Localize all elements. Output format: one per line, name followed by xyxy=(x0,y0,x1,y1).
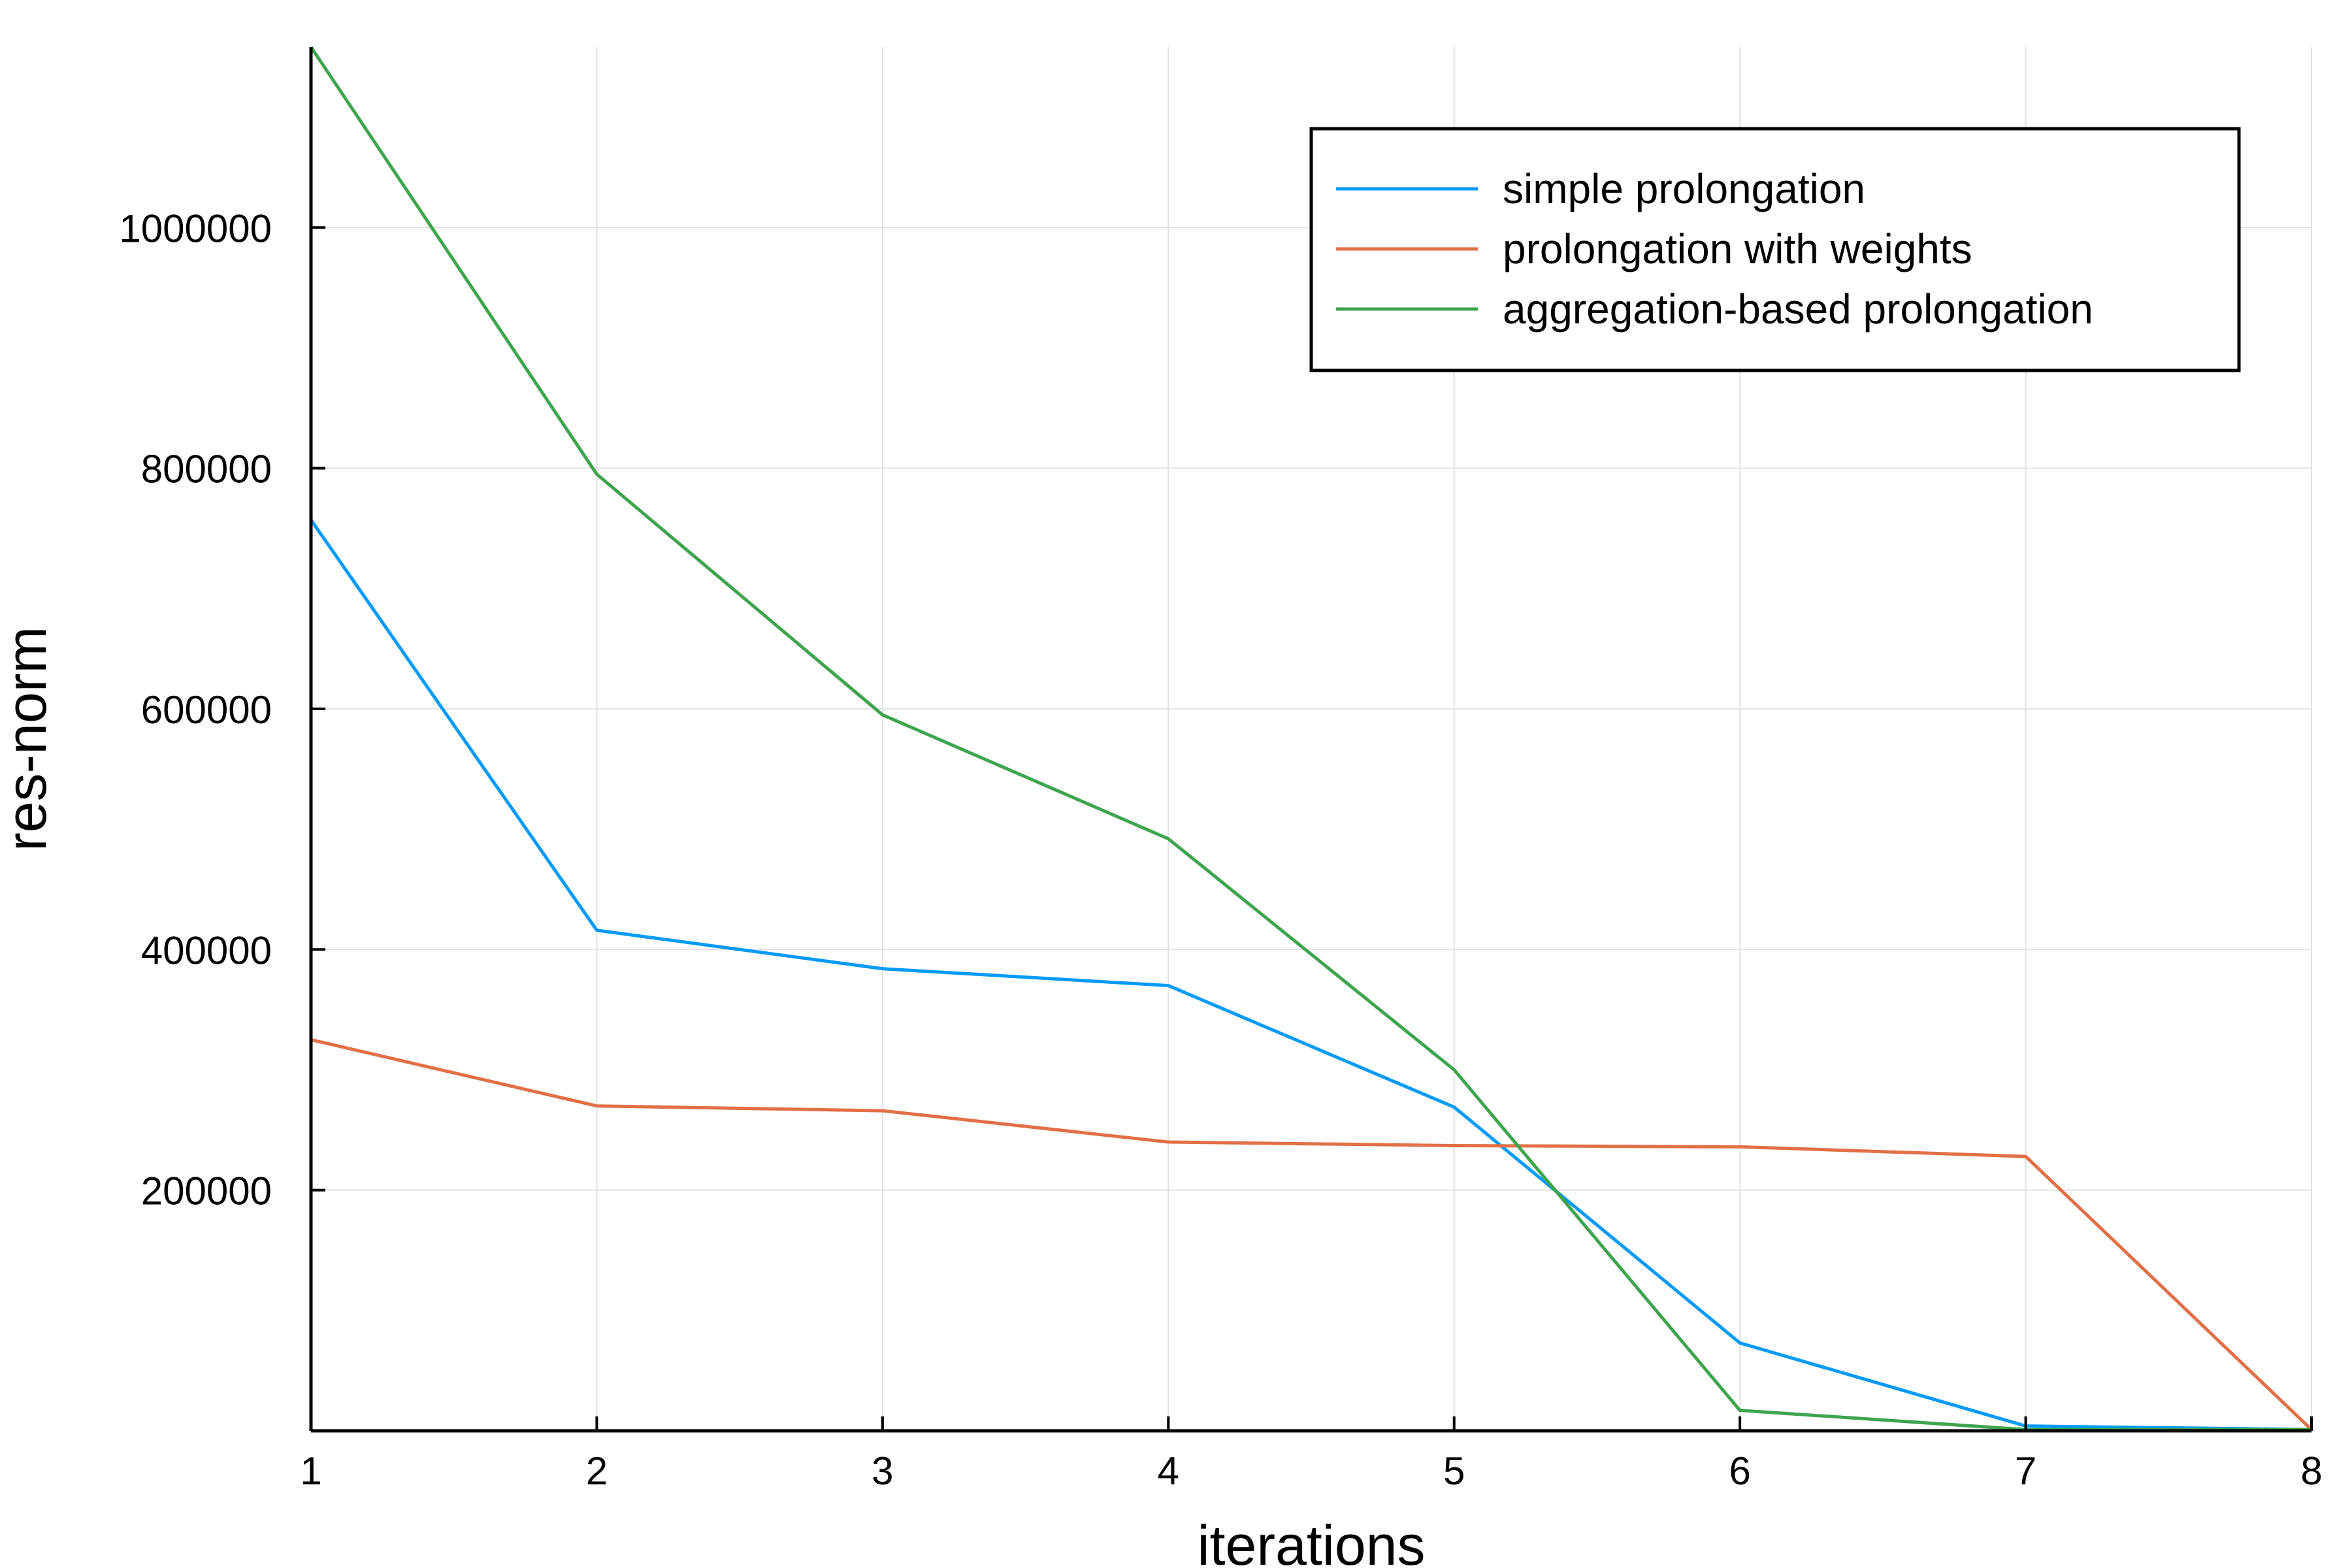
x-axis-title: iterations xyxy=(1198,1514,1426,1568)
series-line xyxy=(309,46,2311,1431)
x-tick-label: 2 xyxy=(586,1449,608,1493)
x-tick-label: 7 xyxy=(2015,1449,2036,1493)
series-layer xyxy=(309,46,2313,1431)
grid xyxy=(310,47,2312,1431)
y-tick-label: 1000000 xyxy=(119,206,272,250)
y-ticks: 200000 400000 600000 800000 1000000 xyxy=(119,206,325,1213)
x-tick-label: 6 xyxy=(1729,1449,1750,1493)
y-tick-label: 400000 xyxy=(141,928,272,972)
x-tick-label: 4 xyxy=(1158,1449,1179,1493)
legend: simple prolongation prolongation with wei… xyxy=(1309,127,2241,372)
y-tick-label: 800000 xyxy=(141,448,272,491)
x-ticks: 1 2 3 4 5 6 7 8 xyxy=(300,1416,2323,1493)
series-line xyxy=(309,519,2312,1431)
y-tick-label: 200000 xyxy=(141,1169,272,1213)
legend-label: prolongation with weights xyxy=(1503,225,1972,272)
x-tick-label: 8 xyxy=(2300,1449,2322,1493)
axes xyxy=(309,47,2311,1433)
series-line xyxy=(310,1037,2313,1431)
y-tick-label: 600000 xyxy=(141,688,272,732)
y-axis-title: res-norm xyxy=(0,627,58,851)
legend-label: aggregation-based prolongation xyxy=(1503,286,2093,333)
x-tick-label: 5 xyxy=(1443,1449,1465,1493)
x-tick-label: 3 xyxy=(872,1449,893,1493)
legend-label: simple prolongation xyxy=(1503,165,1865,212)
x-tick-label: 1 xyxy=(300,1449,321,1493)
